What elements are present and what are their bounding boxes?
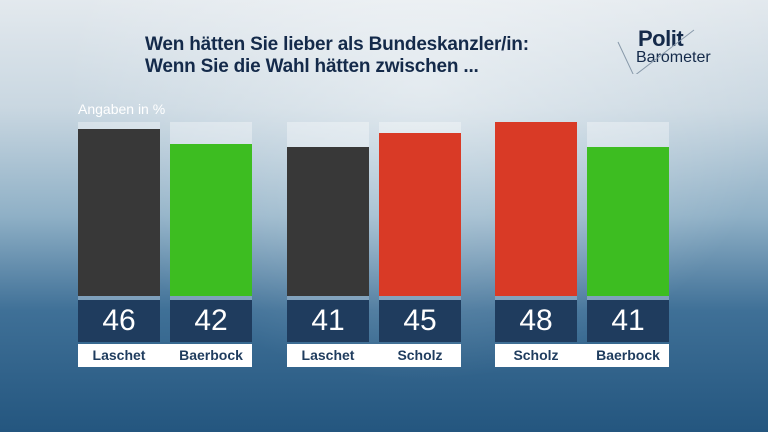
bar — [287, 147, 369, 296]
value-label: 48 — [495, 300, 577, 342]
value-label: 41 — [587, 300, 669, 342]
bar — [495, 122, 577, 296]
candidate-label: Laschet — [92, 347, 146, 363]
value-label: 42 — [170, 300, 252, 342]
politbarometer-logo: Polit Barometer — [617, 26, 711, 74]
logo-barometer: Barometer — [636, 49, 711, 66]
value-label: 41 — [287, 300, 369, 342]
checkmark-icon — [617, 29, 695, 74]
label-box — [287, 344, 461, 367]
title-line-2: Wenn Sie die Wahl hätten zwischen ... — [145, 56, 479, 77]
candidate-label: Laschet — [301, 347, 355, 363]
label-box — [495, 344, 669, 367]
bar-divider — [78, 296, 160, 300]
bar — [587, 147, 669, 296]
candidate-label: Scholz — [513, 347, 559, 363]
title-line-1: Wen hätten Sie lieber als Bundeskanzler/… — [145, 34, 529, 55]
bar-divider — [495, 296, 577, 300]
bar-divider — [170, 296, 252, 300]
chart-title: Wen hätten Sie lieber als Bundeskanzler/… — [145, 34, 529, 78]
bar-divider — [379, 296, 461, 300]
candidate-label: Baerbock — [179, 347, 243, 363]
value-label: 45 — [379, 300, 461, 342]
bar — [170, 143, 252, 296]
candidate-label: Scholz — [397, 347, 443, 363]
bar — [379, 132, 461, 296]
label-box — [78, 344, 252, 367]
bar — [78, 129, 160, 296]
unit-label: Angaben in % — [78, 101, 166, 117]
value-label: 46 — [78, 300, 160, 342]
bar-divider — [587, 296, 669, 300]
bar-divider — [287, 296, 369, 300]
candidate-label: Baerbock — [596, 347, 660, 363]
logo-polit: Polit — [638, 26, 684, 51]
